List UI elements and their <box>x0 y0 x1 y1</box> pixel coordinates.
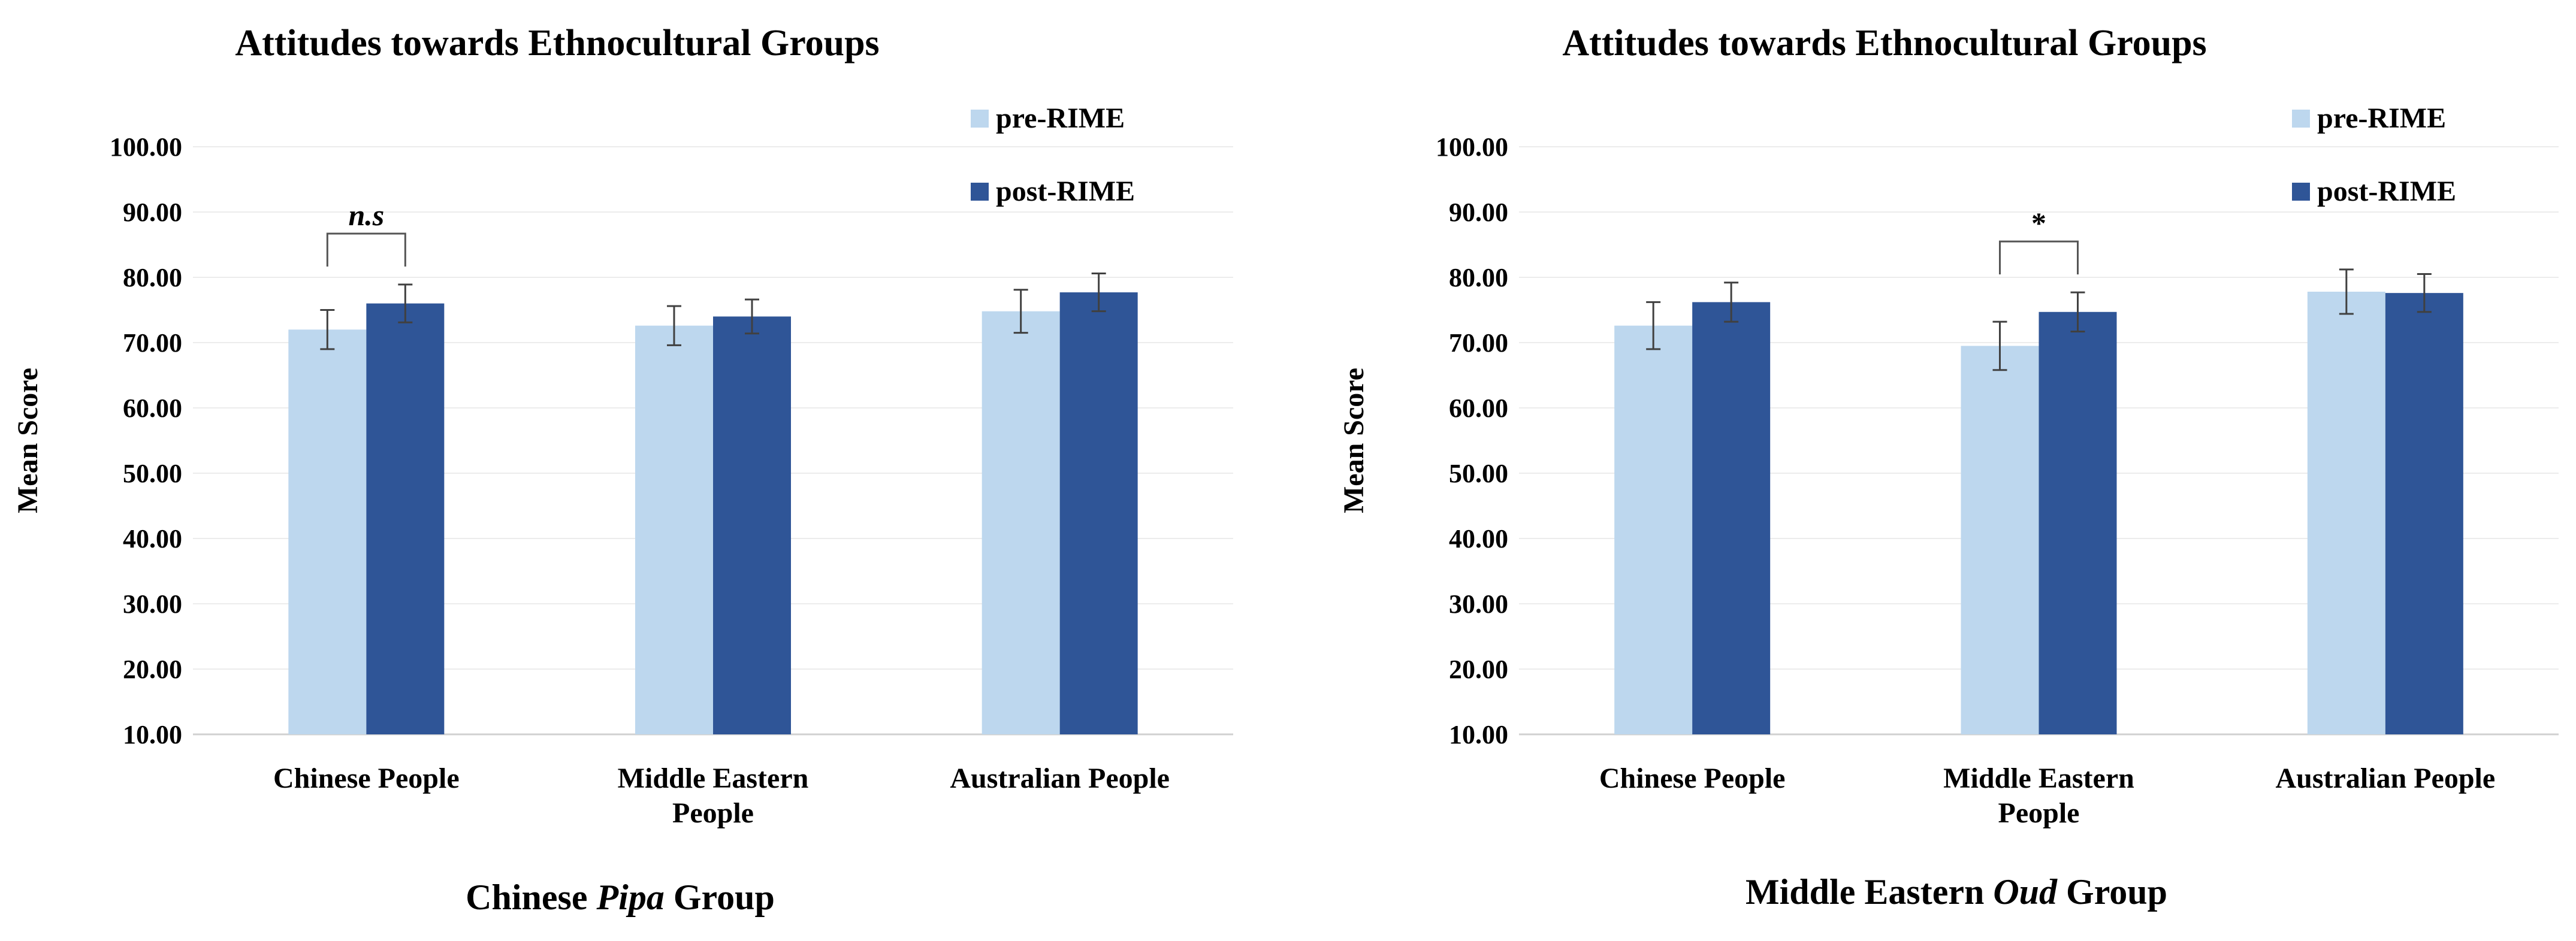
bar-pre-3 <box>2307 291 2385 735</box>
chart-title: Attitudes towards Ethnocultural Groups <box>1562 23 2206 63</box>
bar-post-2 <box>713 316 791 734</box>
significance-label: * <box>2031 206 2046 240</box>
bar-post-3 <box>1059 292 1138 734</box>
bar-pre-2 <box>1961 346 2039 734</box>
chart-caption: Middle Eastern Oud Group <box>1745 872 2167 912</box>
y-tick-label: 30.00 <box>1449 589 1508 619</box>
bar-post-1 <box>1692 302 1771 734</box>
y-tick-label: 100.00 <box>110 132 182 162</box>
y-tick-label: 70.00 <box>1449 328 1508 358</box>
chart-panel-1: Attitudes towards Ethnocultural Groups 10… <box>12 23 1233 917</box>
y-tick-label: 60.00 <box>123 394 182 423</box>
chart-title: Attitudes towards Ethnocultural Groups <box>235 23 879 63</box>
y-tick-label: 70.00 <box>123 328 182 358</box>
y-axis-label: Mean Score <box>1338 368 1370 513</box>
y-tick-label: 50.00 <box>1449 459 1508 488</box>
bar-post-1 <box>366 303 445 735</box>
category-label: Australian People <box>2276 763 2496 794</box>
caption-text: Middle Eastern <box>1745 872 1993 912</box>
chart-caption: Chinese Pipa Group <box>466 878 775 917</box>
y-tick-label: 100.00 <box>1436 132 1508 162</box>
y-tick-label: 50.00 <box>123 459 182 488</box>
y-tick-label: 20.00 <box>1449 655 1508 684</box>
category-label: People <box>1998 797 2080 829</box>
bar-pre-3 <box>982 311 1060 734</box>
y-tick-label: 40.00 <box>1449 524 1508 553</box>
y-tick-label: 60.00 <box>1449 394 1508 423</box>
y-tick-label: 10.00 <box>1449 720 1508 749</box>
category-label: Australian People <box>950 763 1170 794</box>
y-axis-label: Mean Score <box>12 368 44 513</box>
y-tick-label: 40.00 <box>123 524 182 553</box>
category-label: Chinese People <box>273 763 460 794</box>
caption-italic-text: Oud <box>1993 872 2058 912</box>
y-tick-label: 80.00 <box>123 263 182 292</box>
category-label: Middle Eastern <box>618 763 809 794</box>
bar-post-2 <box>2039 311 2117 734</box>
category-label: People <box>672 797 754 829</box>
bar-pre-1 <box>288 329 367 734</box>
legend-label-pre: pre-RIME <box>996 102 1125 134</box>
bar-pre-1 <box>1614 325 1693 734</box>
legend-swatch-pre <box>2292 110 2310 128</box>
legend-label-post: post-RIME <box>996 176 1135 207</box>
y-tick-label: 90.00 <box>1449 198 1508 227</box>
legend-label-post: post-RIME <box>2317 176 2456 207</box>
significance-label: n.s <box>348 198 384 232</box>
y-tick-label: 10.00 <box>123 720 182 749</box>
y-tick-label: 30.00 <box>123 589 182 619</box>
caption-text: Group <box>665 878 775 917</box>
significance-bracket <box>1999 240 2079 275</box>
y-tick-label: 20.00 <box>123 655 182 684</box>
caption-text: Group <box>2057 872 2167 912</box>
caption-italic-text: Pipa <box>596 878 665 917</box>
category-label: Chinese People <box>1599 763 1786 794</box>
legend-swatch-pre <box>971 110 989 128</box>
bar-pre-2 <box>635 325 713 734</box>
y-tick-label: 80.00 <box>1449 263 1508 292</box>
caption-text: Chinese <box>466 878 596 917</box>
significance-bracket <box>326 232 406 267</box>
y-tick-label: 90.00 <box>123 198 182 227</box>
legend-swatch-post <box>2292 183 2310 201</box>
category-label: Middle Eastern <box>1943 763 2134 794</box>
legend-swatch-post <box>971 183 989 201</box>
legend-label-pre: pre-RIME <box>2317 102 2446 134</box>
chart-panel-2: Attitudes towards Ethnocultural Groups 10… <box>1338 23 2559 912</box>
bar-post-3 <box>2385 293 2463 734</box>
